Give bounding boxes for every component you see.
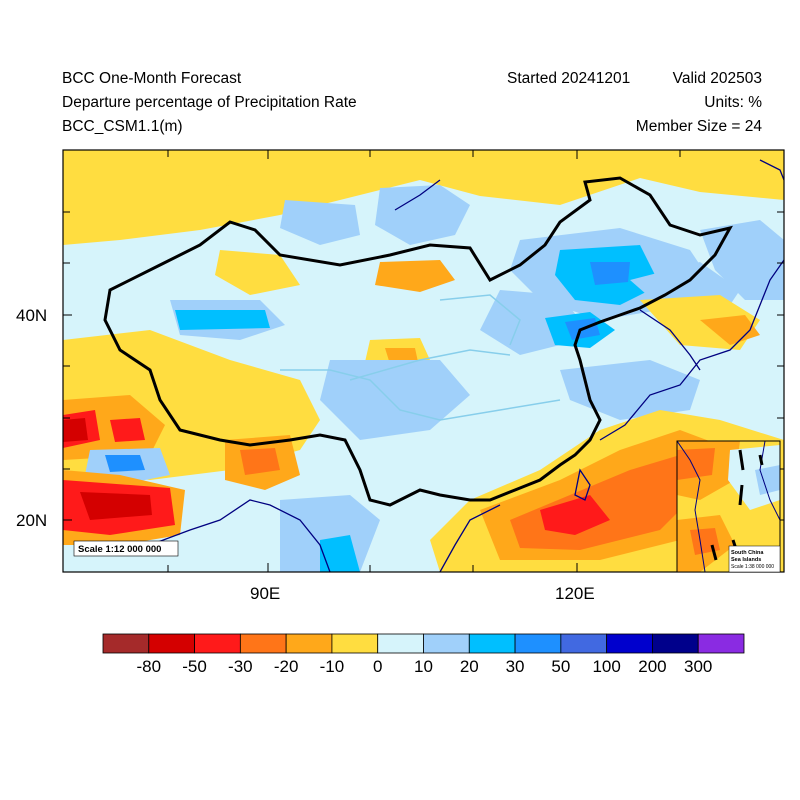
scale-label: Scale 1:12 000 000: [78, 544, 161, 555]
colorbar-label: -30: [228, 657, 253, 676]
colorbar-swatch: [514, 633, 562, 654]
lat-label-40n: 40N: [16, 306, 48, 325]
colorbar-swatch: [377, 633, 424, 654]
boundaries: [100, 159, 784, 572]
colorbar-label: 300: [684, 657, 713, 676]
colorbar-swatch: [697, 633, 745, 654]
colorbar-swatch: [652, 633, 699, 654]
variable-title: Departure percentage of Precipitation Ra…: [62, 94, 357, 111]
colorbar-label: 10: [414, 657, 433, 676]
units-label: Units: %: [704, 94, 762, 111]
valid-date: Valid 202503: [672, 70, 762, 87]
colorbar-swatch: [560, 633, 608, 654]
colorbar-swatch: [331, 633, 379, 654]
scale-box: [73, 540, 179, 557]
colorbar-label: -80: [136, 657, 162, 676]
inset-title-1: South China: [731, 550, 764, 556]
colorbar-label: -10: [319, 657, 345, 676]
colorbar-swatch: [102, 633, 150, 654]
model-name: BCC_CSM1.1(m): [62, 118, 183, 135]
member-size: Member Size = 24: [635, 118, 762, 135]
colorbar-swatch: [606, 633, 653, 654]
colorbar-swatch: [468, 633, 516, 654]
inset-title-2: Sea Islands: [731, 557, 761, 563]
colorbar-label: 100: [592, 657, 621, 676]
lon-label-90e: 90E: [250, 584, 281, 603]
colorbar-swatch: [239, 633, 287, 654]
colorbar-label: -50: [182, 657, 207, 676]
lon-label-120e: 120E: [555, 584, 595, 603]
colorbar-label: 0: [372, 657, 383, 676]
colorbar-swatch: [423, 633, 470, 654]
colorbar-label: -20: [273, 657, 299, 676]
map-title: BCC One-Month Forecast: [62, 70, 242, 87]
colorbar-label: 20: [459, 657, 479, 676]
colorbar-label: 50: [551, 657, 571, 676]
lat-label-20n: 20N: [16, 511, 48, 530]
colorbar-swatch: [148, 633, 195, 654]
started-date: Started 20241201: [507, 70, 631, 87]
colorbar-swatch: [285, 633, 333, 654]
inset-scale: Scale 1:38 000 000: [731, 564, 774, 570]
anomaly-field: [63, 150, 784, 572]
colorbar-label: 200: [638, 657, 667, 676]
colorbar-swatch: [194, 633, 241, 654]
south-china-sea-inset: South China Sea Islands Scale 1:38 000 0…: [676, 440, 781, 573]
colorbar-label: 30: [505, 657, 525, 676]
